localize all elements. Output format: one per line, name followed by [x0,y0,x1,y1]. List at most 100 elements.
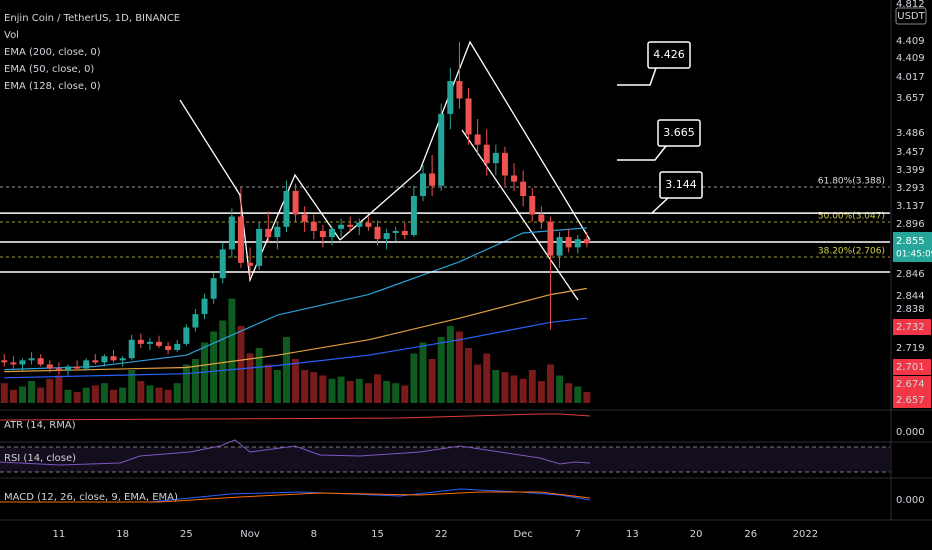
fib-label: 50.00%(3.047) [818,212,885,222]
price-label: 3.399 [896,165,925,176]
candle-body [128,339,135,359]
pane-label: ATR (14, RMA) [4,420,76,431]
candle-body [74,366,81,369]
candle-body [247,262,254,266]
currency-badge [895,7,927,25]
price-label: 3.457 [896,147,925,158]
price-label: 2.732 [896,322,925,333]
volume-bar [228,298,236,403]
volume-bar [383,381,391,403]
volume-bar [128,370,136,403]
price-label: 2.657 [896,395,925,406]
price-label: 4.017 [896,72,925,83]
candle-body [137,339,144,344]
countdown: 01:45:09 [896,250,932,260]
candle-body [374,226,381,240]
price-badge [893,376,931,392]
candle-body [110,356,117,361]
volume-bar [246,353,254,403]
volume-bar [37,387,45,403]
callout-leader [617,67,657,86]
trend-drawing [339,40,591,241]
volume-bar [292,359,300,403]
price-label: 3.657 [896,93,925,104]
candle-body [28,358,35,361]
volume-bar [46,378,54,403]
volume-bar [474,364,482,403]
volume-bar [82,387,90,403]
indicator-label: Vol [4,30,19,41]
volume-bar [565,383,573,403]
callout-leader [651,197,669,214]
volume-bar [546,364,554,403]
volume-bar [155,387,163,403]
volume-bar [355,378,363,403]
candle-body [310,221,317,231]
candle-body [192,314,199,328]
currency-label: USDT [897,11,925,22]
candle-body [474,134,481,145]
candle-body [438,113,445,186]
candle-body [456,81,463,99]
volume-bar [64,389,72,403]
callout-label: 3.144 [665,178,697,191]
candle-body [301,214,308,222]
volume-bar [574,386,582,403]
candle-body [338,224,345,229]
volume-bar [519,378,527,403]
volume-bar [255,348,263,403]
volume-bar [528,370,536,403]
volume-bar [465,348,473,403]
callout-box [647,41,691,69]
candle-body [146,341,153,344]
price-label: 2.846 [896,269,925,280]
volume-bar [401,385,409,403]
volume-bar [492,370,500,403]
volume-bar [455,331,463,403]
volume-bar [55,375,63,403]
rsi-line [0,439,591,466]
candle-body [46,364,53,369]
candle-body [228,216,235,250]
indicator-label: EMA (50, close, 0) [4,64,94,75]
ema-line [4,227,587,371]
candle-body [401,230,408,236]
x-tick-label: Nov [240,529,260,540]
volume-bar [18,386,26,403]
candle-body [447,81,454,114]
x-tick-label: 20 [690,529,703,540]
candle-body [492,152,499,164]
candle-body [328,228,335,238]
price-label: 2.719 [896,343,925,354]
candle-body [583,239,590,244]
x-tick-label: 22 [435,529,448,540]
volume-bar [273,370,281,403]
fib-label: 38.20%(2.706) [818,247,885,257]
candle-body [165,345,172,351]
volume-bar [501,372,509,403]
volume-bar [137,381,145,403]
candle-body [529,196,536,215]
candle-body [565,237,572,248]
candle-body [538,214,545,222]
volume-bar [210,331,218,403]
candle-body [383,232,390,240]
candle-body [483,144,490,164]
volume-bar [310,372,318,403]
candle-body [156,341,163,346]
atr-line [0,413,591,421]
volume-bar [182,364,190,403]
candle-body [347,224,354,227]
candle-body [119,358,126,361]
candle-body [55,368,62,371]
candle-body [392,230,399,233]
candle-body [265,228,272,238]
volume-bar [328,378,336,403]
callout-label: 3.665 [663,126,695,139]
x-tick-label: 7 [575,529,581,540]
x-tick-label: 25 [180,529,193,540]
volume-bar [201,342,209,403]
volume-bar [537,381,545,403]
candle-body [429,173,436,186]
